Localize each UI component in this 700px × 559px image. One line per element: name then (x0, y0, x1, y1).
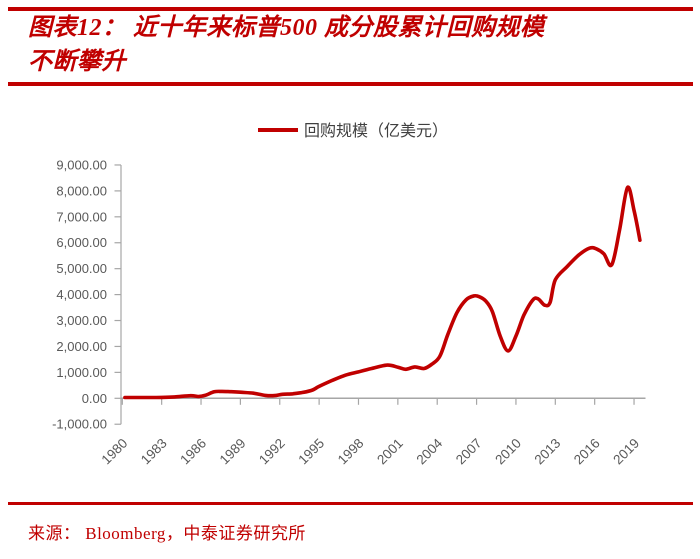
y-tick-label: 5,000.00 (56, 261, 107, 276)
legend: 回购规模（亿美元） (258, 121, 448, 140)
x-tick-label: 1992 (256, 436, 288, 468)
y-axis-ticks: -1,000.00 0.00 1,000.00 2,000.00 3,000.00 4,0… (52, 157, 121, 432)
y-tick-label: 6,000.00 (56, 235, 107, 250)
x-tick-label: 2013 (532, 436, 564, 468)
top-divider (8, 7, 693, 11)
x-axis-ticks: 1980 1983 1986 1989 1992 1995 1998 2001 2004 2007… (99, 398, 642, 468)
legend-label: 回购规模（亿美元） (304, 121, 448, 140)
x-tick-label: 1980 (99, 436, 131, 468)
source-divider (8, 502, 693, 505)
title-divider (8, 82, 693, 86)
source-note: 来源： Bloomberg，中泰证券研究所 (28, 524, 306, 543)
x-tick-label: 1998 (335, 436, 367, 468)
figure-title: 图表12： 近十年来标普500 成分股累计回购规模 不断攀升 (28, 11, 688, 79)
figure-title-line2: 不断攀升 (28, 49, 126, 75)
y-tick-label: 9,000.00 (56, 157, 107, 172)
y-tick-label: 1,000.00 (56, 365, 107, 380)
x-tick-label: 2019 (610, 436, 642, 468)
figure-title-line1: 图表12： 近十年来标普500 成分股累计回购规模 (28, 15, 545, 41)
series-line-buyback (123, 185, 642, 400)
x-tick-label: 1989 (217, 436, 249, 468)
x-tick-label: 1983 (138, 436, 170, 468)
x-tick-label: 1986 (177, 436, 209, 468)
y-tick-label: 8,000.00 (56, 183, 107, 198)
y-tick-label: -1,000.00 (52, 417, 107, 432)
y-tick-label: 7,000.00 (56, 209, 107, 224)
x-tick-label: 2010 (492, 436, 524, 468)
y-tick-label: 0.00 (82, 391, 107, 406)
x-tick-label: 2001 (374, 436, 406, 468)
y-tick-label: 2,000.00 (56, 339, 107, 354)
axes (120, 164, 646, 425)
x-tick-label: 2007 (453, 436, 485, 468)
x-tick-label: 2004 (413, 435, 445, 467)
y-tick-label: 4,000.00 (56, 287, 107, 302)
x-tick-label: 2016 (571, 436, 603, 468)
x-tick-label: 1995 (295, 436, 327, 468)
y-tick-label: 3,000.00 (56, 313, 107, 328)
